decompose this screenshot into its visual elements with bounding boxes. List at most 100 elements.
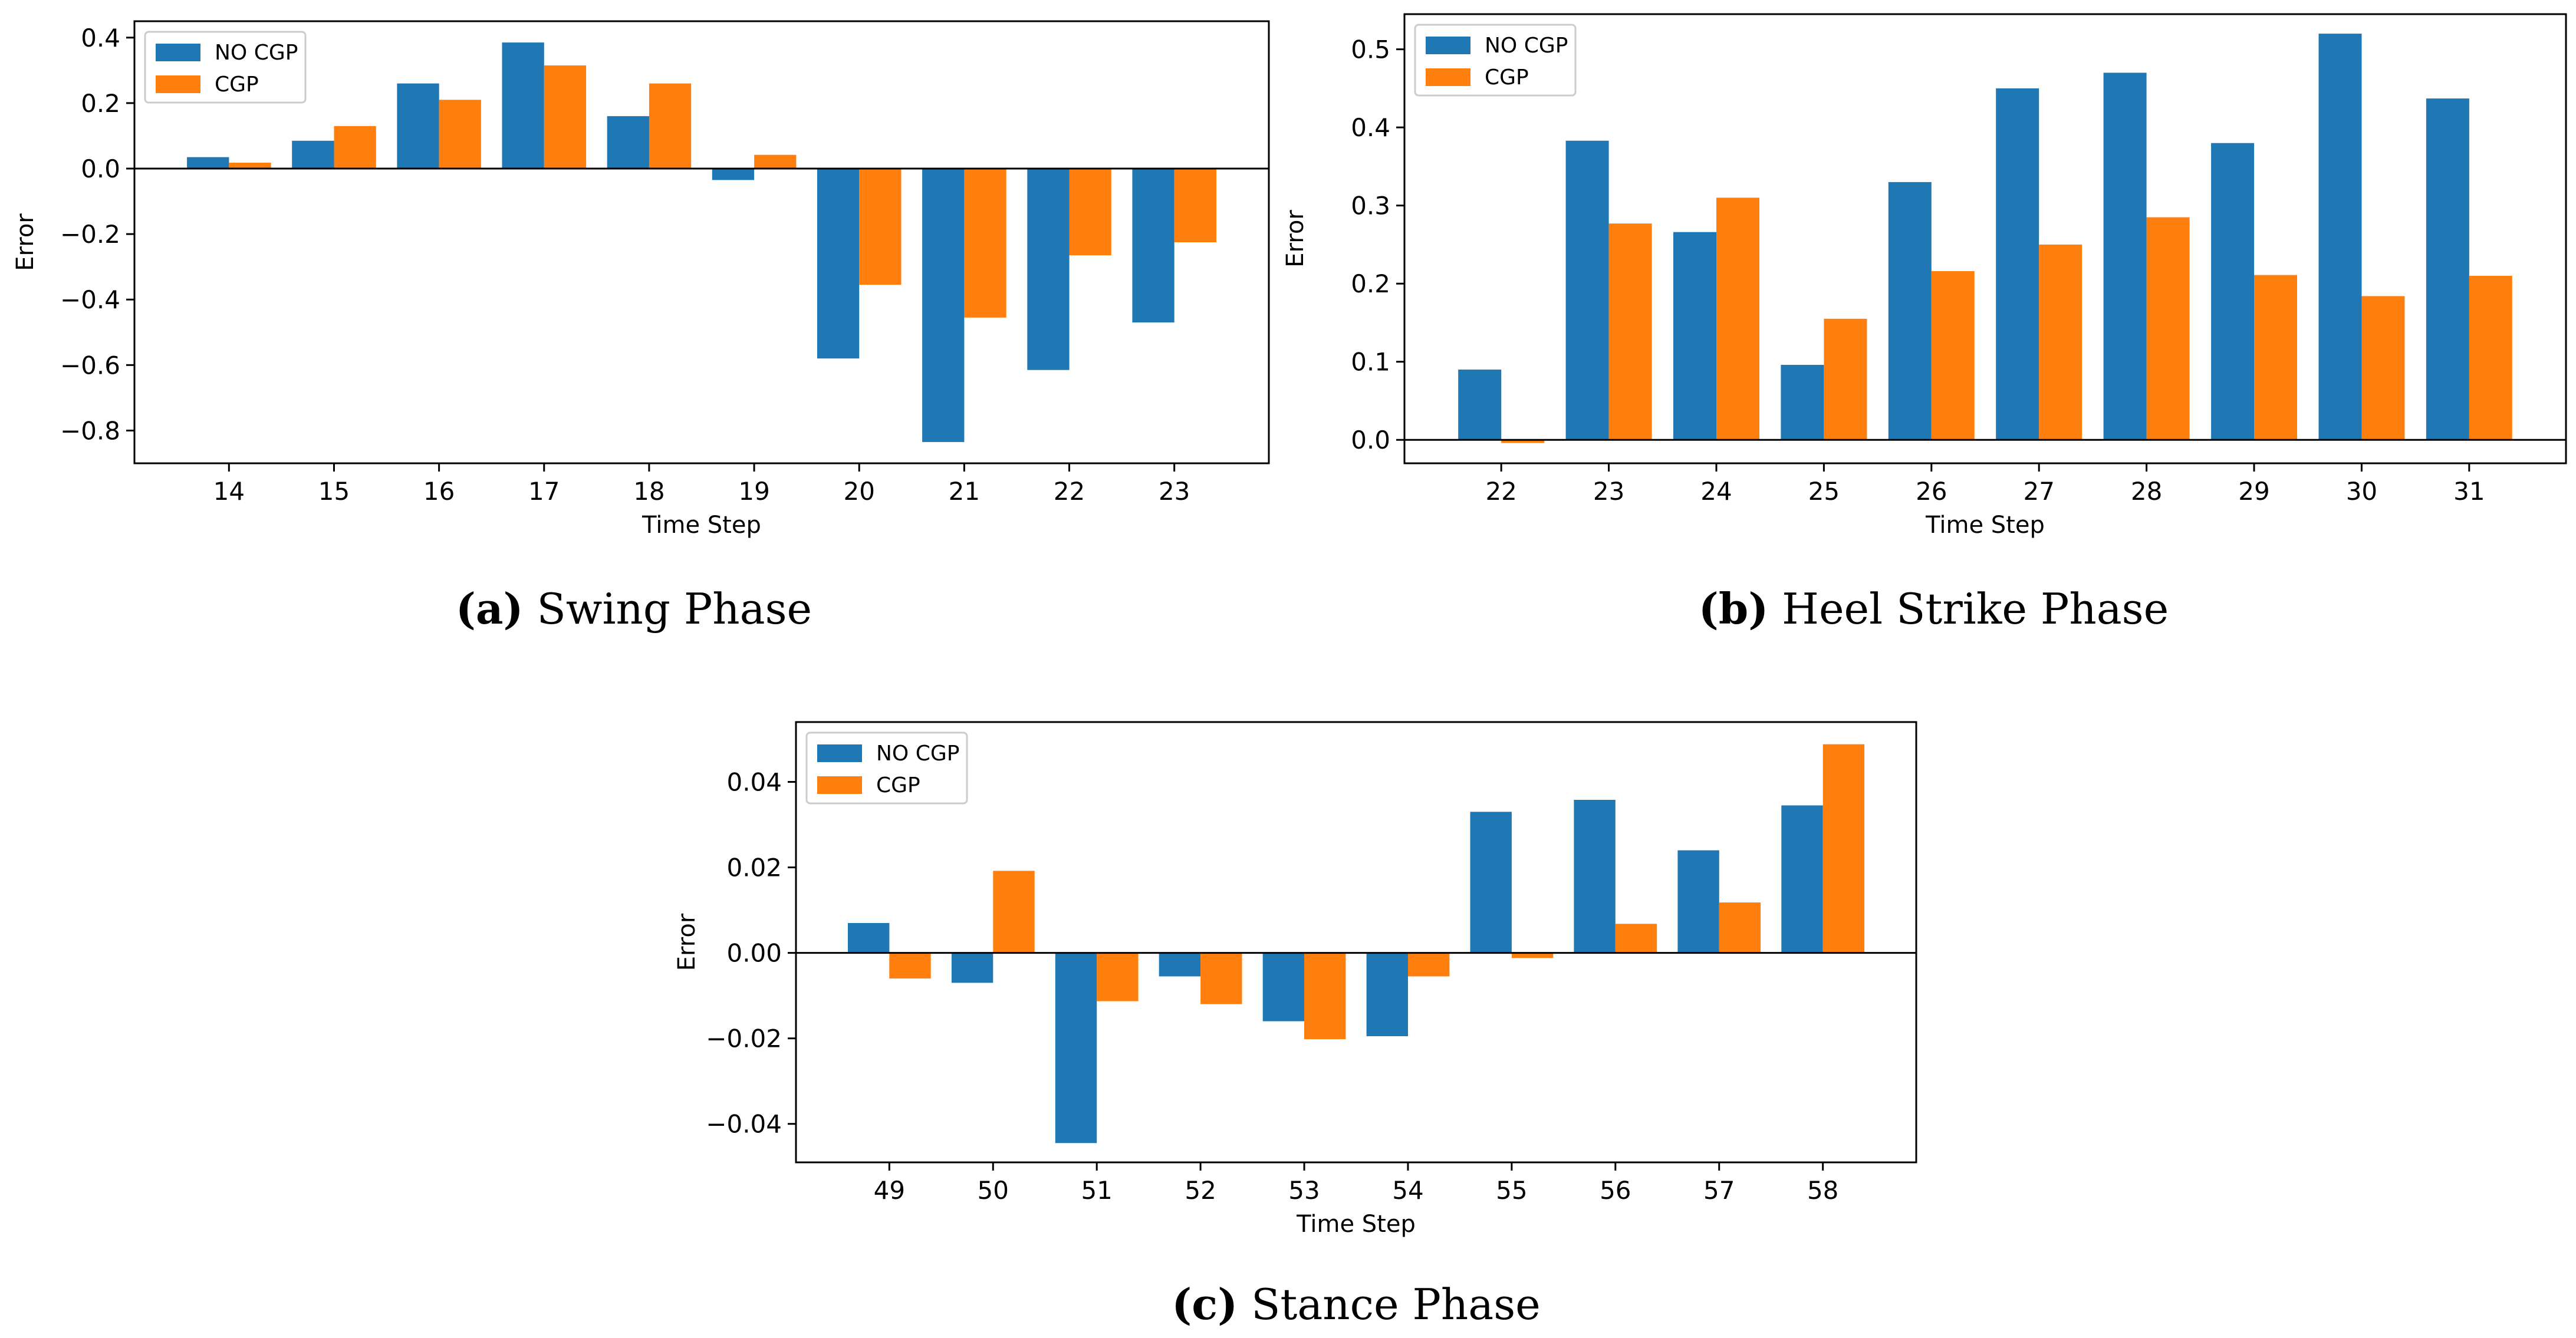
bar-cgp-49 <box>889 953 931 979</box>
bar-no-cgp-23 <box>1132 169 1175 323</box>
bar-cgp-52 <box>1200 953 1242 1004</box>
legend-label-cgp: CGP <box>1485 65 1529 90</box>
bar-cgp-53 <box>1304 953 1346 1040</box>
bar-no-cgp-31 <box>2426 98 2469 440</box>
bar-cgp-30 <box>2361 296 2405 440</box>
y-tick-label: −0.02 <box>706 1024 782 1053</box>
y-tick-label: −0.04 <box>706 1110 782 1139</box>
bar-no-cgp-19 <box>712 169 755 180</box>
x-tick-label: 21 <box>949 477 980 506</box>
bar-no-cgp-16 <box>397 83 439 169</box>
y-tick-label: 0.02 <box>726 853 782 882</box>
x-axis-label: Time Step <box>1925 512 2045 539</box>
bar-cgp-25 <box>1824 318 1867 440</box>
bar-cgp-14 <box>229 163 271 169</box>
x-tick-label: 20 <box>843 477 874 506</box>
x-tick-label: 28 <box>2131 477 2162 506</box>
caption-tag: (a) <box>455 584 524 634</box>
y-tick-label: −0.4 <box>60 285 120 314</box>
axes-frame <box>1403 13 2567 464</box>
y-tick-label: 0.04 <box>726 768 782 797</box>
bar-no-cgp-21 <box>922 169 965 442</box>
x-tick-label: 16 <box>423 477 455 506</box>
panel-heel-strike-phase: 0.5 0.4 0.3 0.2 0.1 0.0 22 23 24 25 26 27 28 29 30 31 Ti… <box>1282 13 2567 539</box>
bar-cgp-26 <box>1931 271 1975 440</box>
bar-cgp-58 <box>1822 744 1865 953</box>
y-tick-label: 0.0 <box>1351 426 1390 454</box>
x-tick-label: 17 <box>528 477 560 506</box>
bar-cgp-20 <box>859 169 902 285</box>
bar-cgp-22 <box>1501 440 1545 443</box>
x-tick-label: 49 <box>874 1176 905 1205</box>
bar-no-cgp-51 <box>1055 953 1097 1143</box>
bar-cgp-18 <box>649 83 692 169</box>
bar-cgp-23 <box>1174 169 1216 242</box>
y-axis-label: Error <box>1282 210 1309 268</box>
x-axis-label: Time Step <box>641 512 761 539</box>
axes-frame <box>133 20 1270 464</box>
legend: NO CGP CGP <box>144 31 307 104</box>
x-tick-label: 23 <box>1593 477 1624 506</box>
axes-frame <box>795 721 1917 1164</box>
x-tick-label: 22 <box>1054 477 1085 506</box>
x-tick-label: 55 <box>1496 1176 1527 1205</box>
caption-tag: (b) <box>1698 584 1769 634</box>
legend-swatch-no-cgp <box>817 744 862 762</box>
x-tick-label: 54 <box>1392 1176 1423 1205</box>
bar-no-cgp-22 <box>1458 370 1502 440</box>
bar-no-cgp-58 <box>1781 805 1823 953</box>
bar-cgp-19 <box>754 154 797 169</box>
x-tick-label: 24 <box>1700 477 1732 506</box>
y-tick-label: 0.0 <box>81 154 120 183</box>
y-tick-label: −0.2 <box>60 220 120 249</box>
x-tick-label: 30 <box>2346 477 2377 506</box>
bar-no-cgp-49 <box>848 922 890 953</box>
bar-no-cgp-20 <box>817 169 860 359</box>
y-tick-label: 0.3 <box>1351 192 1390 220</box>
x-tick-label: 25 <box>1808 477 1840 506</box>
y-tick-label: 0.00 <box>726 939 782 968</box>
legend-swatch-cgp <box>156 75 200 93</box>
x-tick-label: 15 <box>318 477 350 506</box>
bar-cgp-56 <box>1615 924 1657 953</box>
bar-cgp-22 <box>1069 169 1111 256</box>
panel-stance-phase: 0.04 0.02 0.00 −0.02 −0.04 49 50 51 52 53 54 55 56 57… <box>673 721 1917 1238</box>
bar-cgp-57 <box>1719 902 1761 953</box>
bar-cgp-15 <box>334 126 376 169</box>
x-tick-label: 18 <box>633 477 664 506</box>
legend-label-cgp: CGP <box>876 773 920 797</box>
caption-heel-strike-phase: (b) Heel Strike Phase <box>1291 584 2576 634</box>
caption-swing-phase: (a) Swing Phase <box>0 584 1268 634</box>
legend-label-no-cgp: NO CGP <box>215 41 298 65</box>
caption-stance-phase: (c) Stance Phase <box>590 1279 2123 1329</box>
y-tick-label: −0.8 <box>60 416 120 445</box>
legend-swatch-cgp <box>817 776 862 794</box>
x-tick-label: 50 <box>978 1176 1009 1205</box>
legend-label-no-cgp: NO CGP <box>876 741 959 766</box>
bar-no-cgp-15 <box>292 140 334 169</box>
legend-swatch-no-cgp <box>156 44 200 61</box>
x-tick-label: 56 <box>1600 1176 1631 1205</box>
bar-cgp-51 <box>1097 953 1139 1001</box>
x-tick-label: 19 <box>738 477 769 506</box>
x-tick-label: 58 <box>1807 1176 1838 1205</box>
x-axis-label: Time Step <box>1296 1211 1416 1238</box>
legend-label-no-cgp: NO CGP <box>1485 34 1568 58</box>
bar-no-cgp-50 <box>951 953 993 983</box>
bar-no-cgp-54 <box>1366 953 1408 1036</box>
bar-no-cgp-24 <box>1673 232 1716 440</box>
bar-no-cgp-26 <box>1888 182 1932 440</box>
y-tick-label: 0.1 <box>1351 348 1390 377</box>
bar-cgp-50 <box>993 871 1035 953</box>
legend: NO CGP CGP <box>805 731 968 805</box>
bar-no-cgp-52 <box>1159 953 1201 977</box>
y-tick-label: 0.2 <box>81 89 120 118</box>
bar-cgp-23 <box>1608 223 1652 440</box>
bar-cgp-24 <box>1716 197 1759 440</box>
legend-swatch-no-cgp <box>1426 37 1470 54</box>
x-tick-label: 57 <box>1703 1176 1735 1205</box>
caption-text: Swing Phase <box>537 584 812 634</box>
x-tick-label: 23 <box>1159 477 1190 506</box>
x-tick-label: 52 <box>1185 1176 1216 1205</box>
